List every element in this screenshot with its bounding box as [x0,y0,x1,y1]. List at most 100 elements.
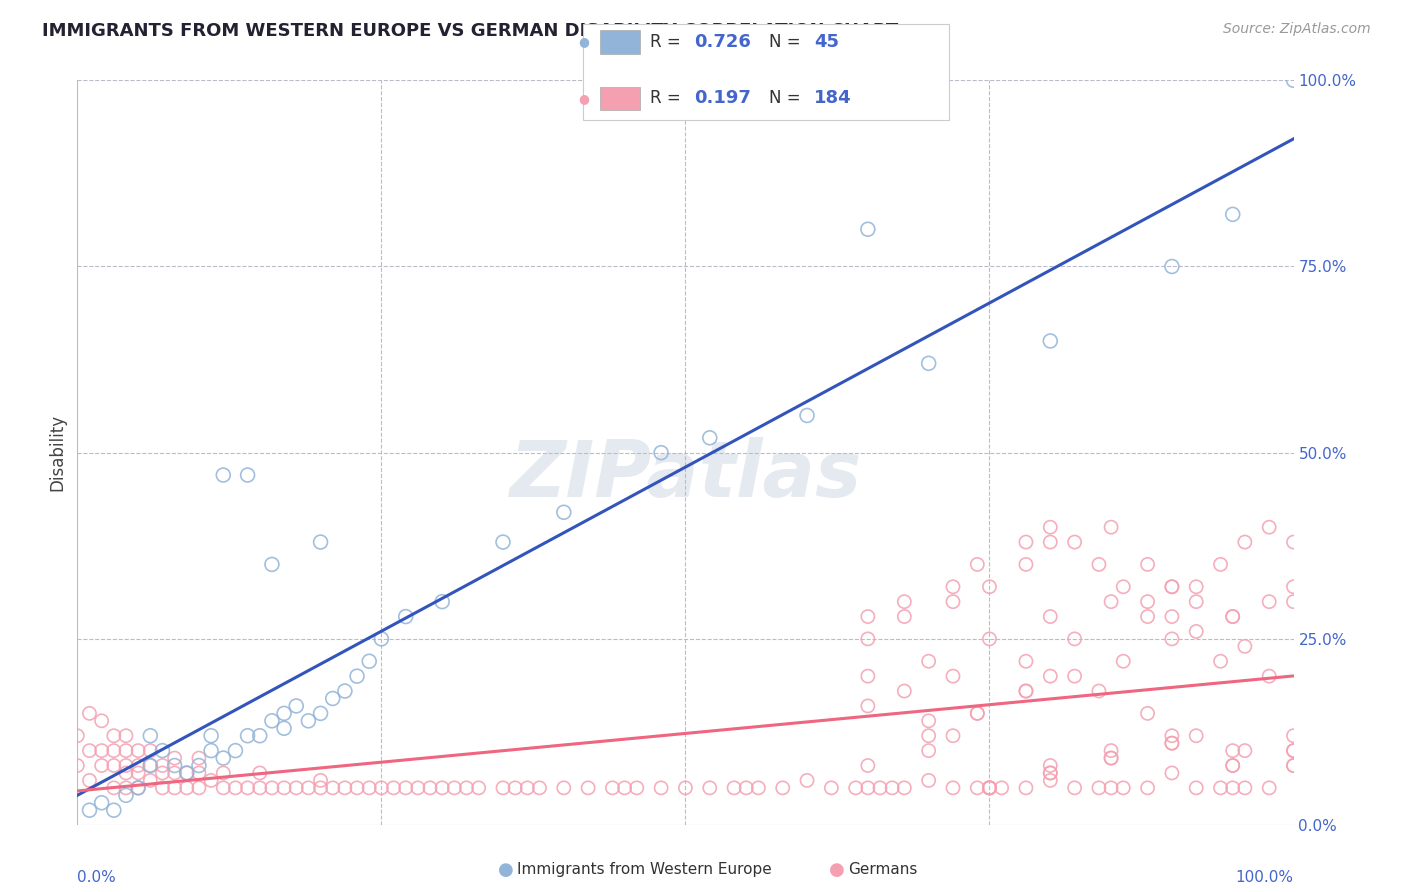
Point [406,780,429,795]
Point [200,773,222,788]
Point [103,780,125,795]
Point [127,766,149,780]
Point [115,729,138,743]
Text: Germans: Germans [848,863,917,877]
Point [1136,706,1159,721]
Point [650,780,672,795]
Point [1015,558,1038,572]
Point [260,558,283,572]
Point [1282,758,1305,772]
Point [382,780,405,795]
Point [395,609,418,624]
Point [1222,609,1244,624]
Point [1015,780,1038,795]
Point [200,744,222,758]
Point [200,729,222,743]
Point [1039,669,1062,683]
Text: IMMIGRANTS FROM WESTERN EUROPE VS GERMAN DISABILITY CORRELATION CHART: IMMIGRANTS FROM WESTERN EUROPE VS GERMAN… [42,22,898,40]
Point [1222,744,1244,758]
Point [236,780,259,795]
Text: ●: ● [828,861,845,879]
Point [966,706,988,721]
Point [979,780,1001,795]
Point [1063,669,1085,683]
Point [1136,780,1159,795]
Text: 0.0%: 0.0% [77,870,117,885]
Point [1222,780,1244,795]
Point [115,789,138,803]
Point [1099,751,1122,765]
Point [1039,334,1062,348]
Point [918,356,941,370]
Point [1099,520,1122,534]
Text: N =: N = [769,33,806,51]
Point [1282,580,1305,594]
Point [90,744,112,758]
Point [297,714,319,728]
Point [553,780,575,795]
Point [1233,780,1256,795]
Point [1282,73,1305,87]
Text: Immigrants from Western Europe: Immigrants from Western Europe [517,863,772,877]
Point [893,594,915,608]
Point [1161,729,1184,743]
Point [127,780,149,795]
Point [212,766,235,780]
Point [395,780,418,795]
Point [1088,684,1111,698]
Point [188,758,211,772]
Point [1209,558,1232,572]
Point [626,780,648,795]
Point [1112,780,1135,795]
Point [979,780,1001,795]
Point [1015,535,1038,549]
Point [856,222,879,236]
Point [309,773,332,788]
Point [322,780,344,795]
Point [1088,558,1111,572]
Point [1039,609,1062,624]
Point [297,780,319,795]
Point [430,594,453,608]
Point [322,691,344,706]
Point [1161,580,1184,594]
Point [1222,758,1244,772]
Point [115,758,138,772]
Point [966,780,988,795]
Point [273,721,295,735]
Point [942,580,965,594]
Point [224,744,246,758]
Point [856,632,879,646]
Point [1015,654,1038,668]
Point [1039,758,1062,772]
Text: 184: 184 [814,89,852,107]
Point [1185,729,1208,743]
Point [359,780,381,795]
Point [1136,558,1159,572]
Point [346,780,368,795]
Point [285,780,308,795]
Point [152,758,174,772]
Point [163,780,186,795]
Point [856,698,879,713]
Point [675,780,697,795]
Point [236,468,259,483]
Point [176,766,198,780]
Point [188,766,211,780]
Point [650,446,672,460]
Point [1136,609,1159,624]
Point [1258,780,1281,795]
Point [90,796,112,810]
Point [79,803,101,817]
Point [346,669,368,683]
Point [918,714,941,728]
Point [856,669,879,683]
Point [309,706,332,721]
Point [772,780,794,795]
Point [456,780,478,795]
Point [163,751,186,765]
Point [869,780,891,795]
Point [699,431,721,445]
Point [249,780,271,795]
Text: R =: R = [650,33,686,51]
